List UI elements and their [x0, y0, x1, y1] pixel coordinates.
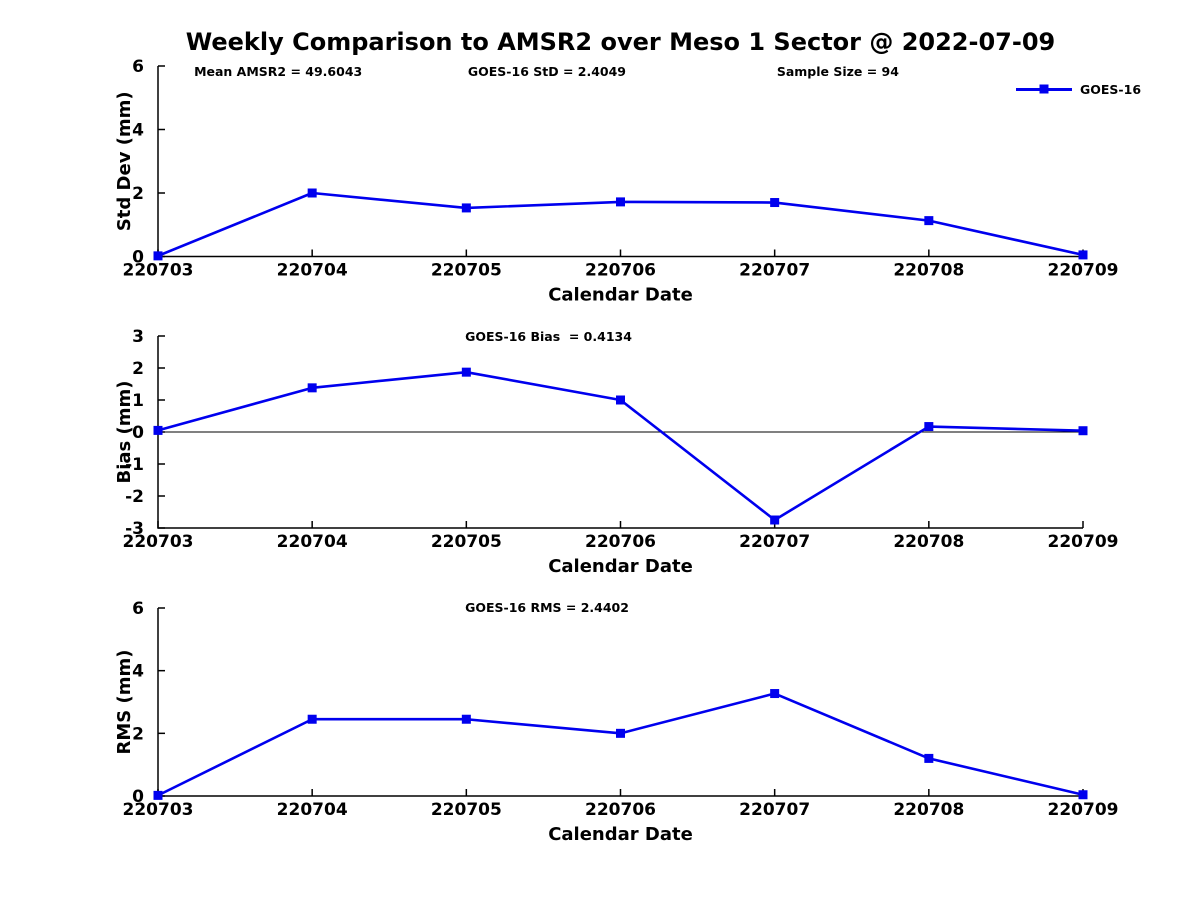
svg-text:-3: -3: [125, 519, 144, 539]
svg-text:2: 2: [132, 359, 144, 379]
svg-text:GOES-16 StD = 2.4049: GOES-16 StD = 2.4049: [468, 64, 626, 79]
svg-text:Calendar Date: Calendar Date: [548, 824, 693, 845]
svg-text:-2: -2: [125, 487, 144, 507]
legend-line-icon: [1016, 84, 1072, 94]
svg-text:220704: 220704: [277, 261, 348, 281]
svg-text:220703: 220703: [123, 261, 194, 281]
chart-title: Weekly Comparison to AMSR2 over Meso 1 S…: [185, 28, 1056, 56]
svg-text:Calendar Date: Calendar Date: [548, 285, 693, 306]
svg-text:3: 3: [132, 327, 144, 347]
svg-text:220703: 220703: [123, 532, 194, 552]
svg-text:220709: 220709: [1048, 800, 1119, 820]
svg-text:220704: 220704: [277, 532, 348, 552]
svg-text:220706: 220706: [585, 800, 656, 820]
svg-text:4: 4: [132, 662, 144, 682]
svg-text:220703: 220703: [123, 800, 194, 820]
svg-text:220708: 220708: [893, 800, 964, 820]
svg-text:0: 0: [132, 423, 144, 443]
svg-text:220707: 220707: [739, 800, 810, 820]
svg-text:0: 0: [132, 787, 144, 807]
svg-text:220708: 220708: [893, 532, 964, 552]
svg-text:Calendar Date: Calendar Date: [548, 556, 693, 577]
svg-text:220707: 220707: [739, 532, 810, 552]
svg-text:220706: 220706: [585, 532, 656, 552]
svg-text:6: 6: [132, 599, 144, 619]
svg-text:2: 2: [132, 724, 144, 744]
svg-text:220708: 220708: [893, 261, 964, 281]
svg-text:GOES-16 Bias = 0.4134: GOES-16 Bias = 0.4134: [465, 329, 632, 344]
legend: GOES-16: [1016, 81, 1141, 97]
svg-text:-1: -1: [125, 455, 144, 475]
svg-text:220705: 220705: [431, 532, 502, 552]
svg-text:4: 4: [132, 121, 144, 141]
svg-text:220705: 220705: [431, 800, 502, 820]
svg-text:220709: 220709: [1048, 261, 1119, 281]
bias-chart: -3 -2 -1 0 1 2 3 220703 220704 220705 220706 220707…: [114, 327, 1118, 577]
svg-text:220707: 220707: [739, 261, 810, 281]
stddev-chart: 0 2 4 6 220703 220704 220705 220706 220707 220708…: [114, 57, 1118, 306]
svg-text:220704: 220704: [277, 800, 348, 820]
svg-text:220706: 220706: [585, 261, 656, 281]
svg-text:Bias (mm): Bias (mm): [114, 381, 135, 484]
svg-text:2: 2: [132, 184, 144, 204]
svg-text:6: 6: [132, 57, 144, 77]
legend-marker-icon: [1039, 84, 1049, 94]
svg-text:RMS (mm): RMS (mm): [114, 650, 135, 755]
svg-text:1: 1: [132, 391, 144, 411]
svg-text:Std Dev (mm): Std Dev (mm): [114, 91, 135, 231]
svg-text:GOES-16 RMS = 2.4402: GOES-16 RMS = 2.4402: [465, 600, 629, 615]
svg-text:Mean AMSR2 = 49.6043: Mean AMSR2 = 49.6043: [194, 64, 362, 79]
rms-chart: 0 2 4 6 220703 220704 220705 220706 220707 220708…: [114, 599, 1118, 845]
svg-text:220705: 220705: [431, 261, 502, 281]
legend-label: GOES-16: [1080, 81, 1142, 97]
svg-text:Sample Size = 94: Sample Size = 94: [777, 64, 899, 79]
svg-text:0: 0: [132, 248, 144, 268]
svg-text:220709: 220709: [1048, 532, 1119, 552]
